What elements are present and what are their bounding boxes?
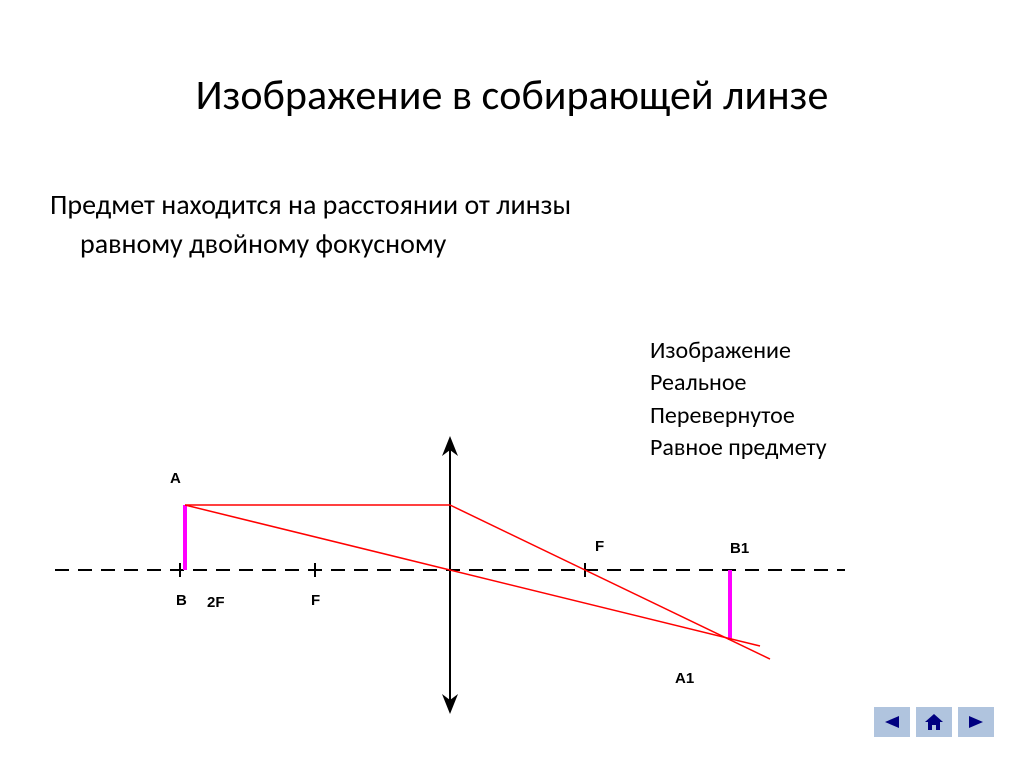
- desc-line-2: Реальное: [650, 367, 827, 399]
- subtitle-line-2: равному двойному фокусному: [50, 224, 571, 263]
- next-button[interactable]: [958, 707, 994, 737]
- page-title: Изображение в собирающей линзе: [0, 70, 1024, 121]
- prev-icon: [883, 714, 901, 730]
- label-A: A: [170, 470, 181, 487]
- diagram-svg: [50, 420, 850, 730]
- subtitle-line-1: Предмет находится на расстоянии от линзы: [50, 185, 571, 224]
- ray-diagram: A B 2F F F B1 A1: [50, 420, 850, 730]
- label-2F: 2F: [207, 594, 225, 611]
- next-icon: [967, 714, 985, 730]
- home-button[interactable]: [916, 707, 952, 737]
- label-F-left: F: [311, 592, 320, 609]
- label-F-right: F: [595, 538, 604, 555]
- desc-line-1: Изображение: [650, 335, 827, 367]
- label-B1: B1: [730, 540, 749, 557]
- nav-buttons: [874, 707, 994, 737]
- label-B: B: [176, 592, 187, 609]
- subtitle-block: Предмет находится на расстоянии от линзы…: [50, 185, 571, 263]
- label-A1: A1: [675, 670, 694, 687]
- home-icon: [924, 713, 944, 731]
- prev-button[interactable]: [874, 707, 910, 737]
